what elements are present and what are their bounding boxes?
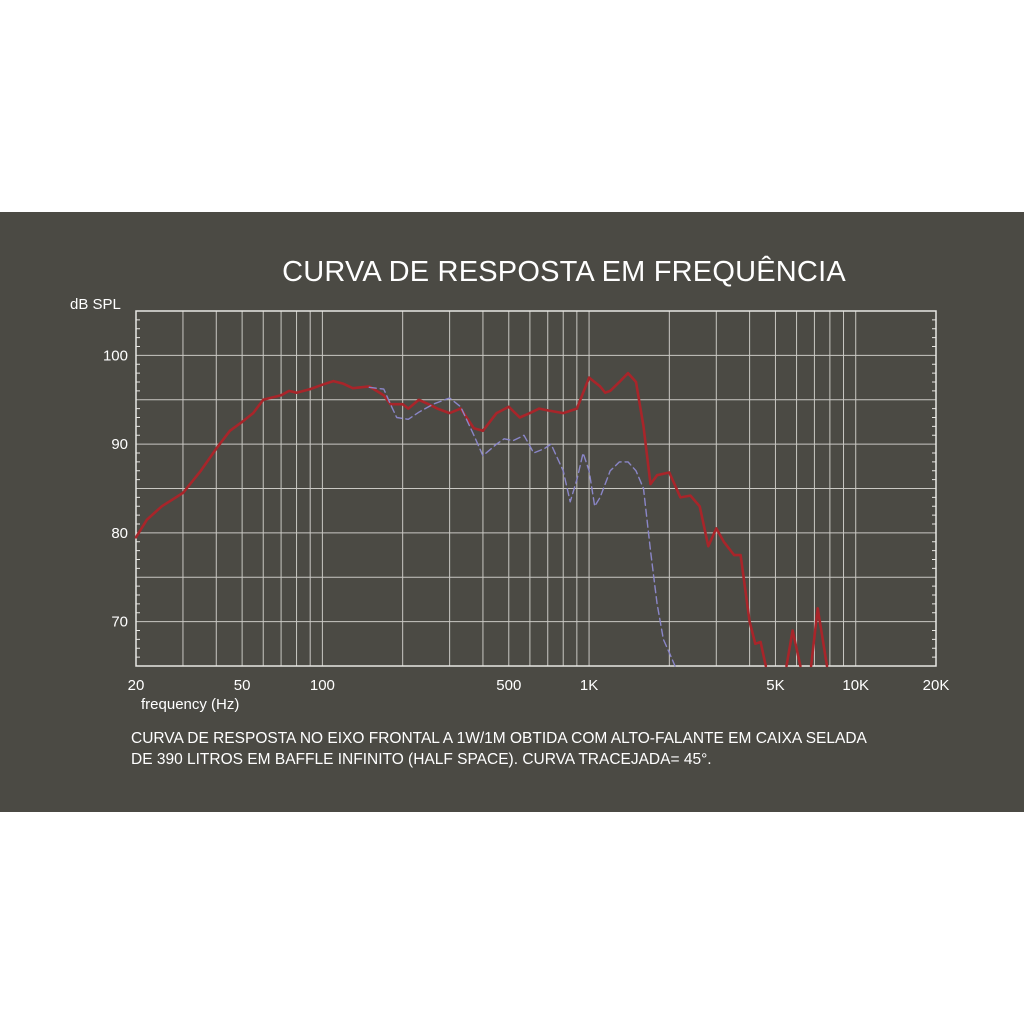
chart-caption: CURVA DE RESPOSTA NO EIXO FRONTAL A 1W/1… <box>131 728 971 770</box>
series-on-axis-line <box>785 629 802 668</box>
x-tick-label: 10K <box>842 677 869 694</box>
x-tick-label: 5K <box>766 677 784 694</box>
plot-border <box>135 310 937 667</box>
series-on-axis-line <box>134 371 768 668</box>
series-on-axis-line <box>809 607 829 668</box>
y-tick-label: 100 <box>103 347 128 364</box>
y-axis-label: dB SPL <box>70 296 121 313</box>
x-tick-label: 20K <box>923 677 950 694</box>
series-45-degree-line <box>368 386 676 667</box>
caption-line-1: CURVA DE RESPOSTA NO EIXO FRONTAL A 1W/1… <box>131 730 867 747</box>
grid <box>136 311 936 666</box>
tick-labels: 20 50 100 500 1K 5K 10K 20K 70 80 90 100 <box>103 347 949 694</box>
y-tick-label: 90 <box>111 436 128 453</box>
series-layer <box>134 371 829 668</box>
x-tick-label: 100 <box>310 677 335 694</box>
chart-panel <box>0 212 1024 812</box>
x-axis-label: frequency (Hz) <box>141 696 240 713</box>
x-tick-label: 500 <box>496 677 521 694</box>
x-tick-label: 20 <box>128 677 145 694</box>
y-tick-label: 80 <box>111 525 128 542</box>
plot-frame <box>135 310 937 667</box>
x-tick-label: 1K <box>580 677 598 694</box>
chart-title: CURVA DE RESPOSTA EM FREQUÊNCIA <box>282 256 846 288</box>
x-tick-label: 50 <box>234 677 251 694</box>
y-tick-label: 70 <box>111 614 128 631</box>
caption-line-2: DE 390 LITROS EM BAFFLE INFINITO (HALF S… <box>131 751 712 768</box>
